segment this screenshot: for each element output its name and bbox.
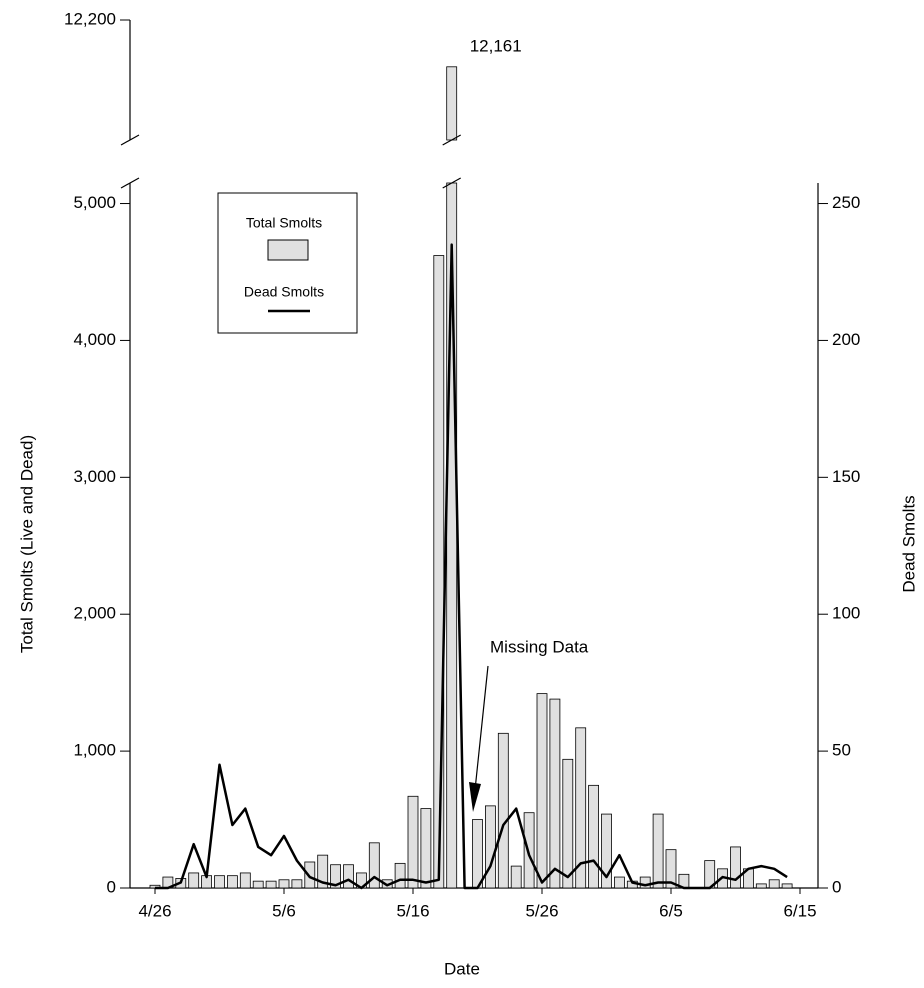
- bar: [433, 255, 445, 889]
- bar: [343, 864, 354, 889]
- bar: [730, 846, 741, 889]
- y2-tick-label: 50: [832, 741, 851, 760]
- y-tick-label: 1,000: [73, 741, 116, 760]
- axis-break: [120, 134, 140, 146]
- x-tick-label: 4/26: [138, 901, 171, 920]
- x-tick-label: 5/6: [272, 901, 296, 920]
- x-tick-label: 5/26: [525, 901, 558, 920]
- bar: [484, 805, 496, 889]
- bar: [639, 876, 651, 889]
- bar: [252, 880, 264, 889]
- legend-label: Total Smolts: [246, 215, 322, 231]
- bar-break: [442, 134, 461, 146]
- bar: [536, 693, 548, 889]
- y-axis-label: Total Smolts (Live and Dead): [17, 435, 36, 653]
- y2-tick-label: 100: [832, 604, 860, 623]
- axis-break: [120, 177, 140, 189]
- x-axis-label: Date: [444, 959, 480, 978]
- bar: [601, 813, 612, 889]
- y-tick-label: 5,000: [73, 193, 116, 212]
- bar: [472, 819, 483, 889]
- bar: [768, 879, 780, 889]
- bar: [278, 879, 290, 889]
- y-tick-label: 3,000: [73, 467, 116, 486]
- legend-box: [217, 192, 358, 334]
- bar: [394, 862, 406, 889]
- x-tick-label: 6/15: [783, 901, 816, 920]
- bar: [588, 784, 599, 889]
- bar: [226, 875, 238, 889]
- legend-label: Dead Smolts: [244, 284, 324, 300]
- y2-tick-label: 250: [832, 193, 860, 212]
- bar-break: [442, 177, 461, 189]
- bar: [239, 872, 251, 889]
- y2-tick-label: 200: [832, 330, 860, 349]
- y-tick-label: 4,000: [73, 330, 116, 349]
- bar: [291, 879, 303, 889]
- line: [155, 243, 788, 890]
- bar: [188, 872, 200, 889]
- bar: [562, 758, 574, 889]
- bar: [665, 849, 677, 889]
- bar: [407, 795, 419, 889]
- y-tick-label: 0: [107, 877, 116, 896]
- bar: [510, 865, 522, 889]
- y2-tick-label: 150: [832, 467, 860, 486]
- bar: [317, 854, 329, 889]
- y-tick-label: 2,000: [73, 604, 116, 623]
- legend: Total Smolts Dead Smolts: [217, 192, 358, 334]
- y2-axis-label: Dead Smolts: [899, 495, 918, 592]
- bar: [368, 842, 380, 889]
- bar: [497, 732, 509, 889]
- bar: [420, 808, 432, 889]
- bar: [614, 876, 625, 889]
- annotation: Missing Data: [490, 637, 589, 656]
- annotation-arrowhead: [469, 782, 481, 812]
- bar: [652, 813, 664, 889]
- bar: [755, 883, 767, 889]
- bar: [330, 864, 342, 889]
- bar-upper: [446, 66, 458, 141]
- value-label: 12,161: [470, 36, 522, 55]
- bar: [549, 698, 561, 889]
- x-tick-label: 6/5: [659, 901, 683, 920]
- bar: [214, 875, 225, 889]
- y2-tick-label: 0: [832, 877, 841, 896]
- bar: [523, 812, 535, 889]
- x-tick-label: 5/16: [396, 901, 429, 920]
- bar: [304, 861, 316, 889]
- bar: [265, 880, 277, 889]
- y-tick-label: 12,200: [64, 9, 116, 28]
- bar: [781, 883, 793, 889]
- bar: [575, 727, 587, 889]
- annotation-arrow: [474, 665, 489, 791]
- legend-swatch: [267, 239, 309, 261]
